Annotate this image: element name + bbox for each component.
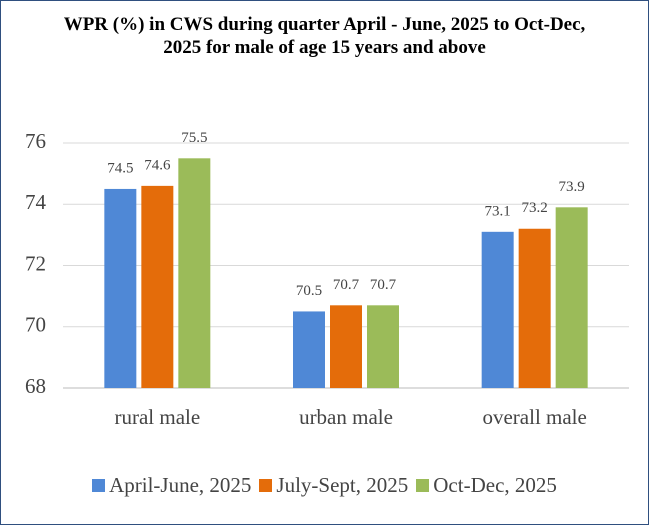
chart-title: WPR (%) in CWS during quarter April - Ju… xyxy=(63,14,586,58)
bar xyxy=(481,231,514,388)
legend-swatch xyxy=(259,479,273,492)
legend: April-June, 2025 July-Sept, 2025 Oct-Dec, … xyxy=(1,473,648,498)
data-label: 70.5 xyxy=(296,283,322,299)
bar xyxy=(555,207,588,388)
legend-swatch xyxy=(92,479,106,492)
y-tick-label: 68 xyxy=(25,374,46,398)
legend-label: July-Sept, 2025 xyxy=(276,473,409,497)
data-label: 73.2 xyxy=(522,200,548,216)
legend-item: April-June, 2025 xyxy=(92,473,251,498)
bar xyxy=(367,305,399,388)
data-label: 70.7 xyxy=(370,277,397,293)
bar xyxy=(330,305,362,388)
y-tick-label: 72 xyxy=(25,251,46,275)
legend-item: July-Sept, 2025 xyxy=(259,473,408,498)
x-tick-label: rural male xyxy=(114,405,200,429)
data-label: 73.1 xyxy=(485,203,511,219)
bar xyxy=(293,311,325,388)
y-tick-label: 70 xyxy=(25,313,46,337)
data-label: 73.9 xyxy=(559,179,585,195)
data-label: 70.7 xyxy=(333,277,360,293)
bar xyxy=(178,158,211,388)
x-tick-label: overall male xyxy=(482,405,586,429)
legend-label: Oct-Dec, 2025 xyxy=(433,473,557,497)
y-tick-label: 74 xyxy=(25,190,47,214)
data-label: 74.5 xyxy=(107,160,133,176)
legend-label: April-June, 2025 xyxy=(109,473,252,497)
legend-swatch xyxy=(416,479,430,492)
bar xyxy=(141,185,174,388)
data-label: 75.5 xyxy=(181,130,207,146)
y-tick-label: 76 xyxy=(25,129,46,153)
x-tick-label: urban male xyxy=(299,405,393,429)
legend-item: Oct-Dec, 2025 xyxy=(416,473,557,498)
bar xyxy=(518,228,551,388)
bar xyxy=(104,188,137,388)
data-label: 74.6 xyxy=(144,157,171,173)
